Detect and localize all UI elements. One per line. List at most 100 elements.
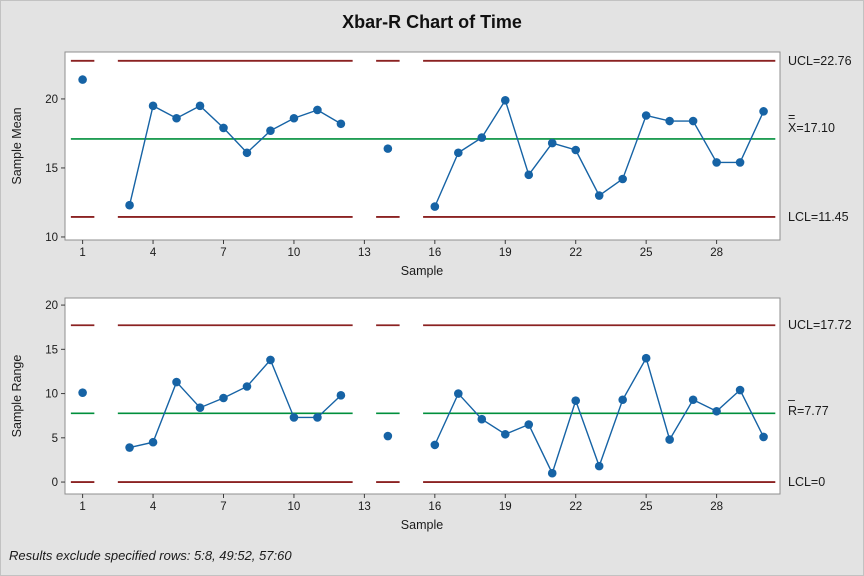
data-point-sample-20[interactable] — [524, 170, 534, 180]
data-point-sample-10[interactable] — [289, 113, 299, 123]
data-point-sample-17[interactable] — [454, 389, 463, 398]
x-tick-label: 10 — [288, 501, 301, 513]
data-point-sample-1[interactable] — [78, 75, 87, 84]
data-point-sample-29[interactable] — [735, 158, 745, 167]
panel-range: 1 4 7 10 13 16 19 22 25 28 0 5 10 15 20 — [45, 297, 781, 513]
x-tick-label: 13 — [358, 501, 371, 513]
data-point-sample-28[interactable] — [712, 158, 721, 167]
data-point-sample-11[interactable] — [313, 413, 322, 422]
data-point-sample-26[interactable] — [665, 435, 674, 444]
data-point-sample-23[interactable] — [594, 191, 604, 200]
chart-title: Xbar-R Chart of Time — [342, 12, 522, 32]
xaxis-title-sample-bottom: Sample — [400, 518, 444, 532]
data-point-sample-5[interactable] — [172, 113, 181, 123]
x-tick-label: 25 — [640, 247, 653, 259]
data-point-sample-18[interactable] — [477, 133, 487, 142]
y-tick-label: 20 — [45, 300, 58, 312]
data-point-sample-12[interactable] — [336, 391, 346, 400]
data-point-sample-7[interactable] — [219, 123, 228, 133]
yaxis-title-sample-mean: Sample Mean — [10, 107, 24, 185]
x-tick-label: 1 — [79, 501, 85, 513]
data-point-sample-6[interactable] — [195, 403, 205, 413]
y-tick-label: 10 — [45, 232, 58, 244]
data-point-sample-1[interactable] — [78, 388, 87, 397]
data-point-sample-19[interactable] — [500, 429, 510, 439]
x-tick-label: 28 — [710, 247, 723, 259]
data-point-sample-12[interactable] — [336, 119, 346, 129]
y-tick-label: 20 — [45, 94, 58, 106]
plot-area — [64, 51, 781, 241]
data-point-sample-23[interactable] — [594, 461, 604, 471]
xaxis-title-sample-top: Sample — [400, 264, 444, 278]
panel-xbar: 1 4 7 10 13 16 19 22 25 28 10 15 20 — [45, 51, 781, 259]
x-tick-label: 19 — [499, 247, 512, 259]
data-point-sample-5[interactable] — [172, 377, 181, 387]
center-label-xbar: = X=17.10 — [788, 110, 835, 135]
series-line — [129, 358, 342, 449]
x-tick-label: 22 — [569, 247, 582, 259]
data-point-sample-17[interactable] — [454, 148, 463, 158]
x-tick-label: 4 — [150, 247, 157, 259]
y-tick-label: 5 — [52, 433, 58, 445]
data-point-sample-26[interactable] — [665, 116, 674, 126]
center-label-range: – R=7.77 — [788, 393, 829, 418]
data-point-sample-7[interactable] — [219, 393, 228, 403]
data-point-sample-20[interactable] — [524, 420, 534, 429]
x-tick-label: 7 — [220, 247, 226, 259]
data-point-sample-24[interactable] — [618, 395, 627, 405]
data-point-sample-14[interactable] — [383, 144, 393, 153]
data-point-sample-21[interactable] — [547, 138, 557, 148]
x-tick-label: 22 — [569, 501, 582, 513]
data-point-sample-8[interactable] — [242, 382, 252, 391]
data-point-sample-4[interactable] — [148, 101, 158, 111]
yaxis-title-sample-range: Sample Range — [10, 354, 24, 438]
ucl-label-xbar: UCL=22.76 — [788, 54, 852, 68]
y-tick-label: 10 — [45, 389, 58, 401]
x-tick-label: 13 — [358, 247, 371, 259]
data-point-sample-9[interactable] — [266, 126, 275, 135]
center-value-xbar: X=17.10 — [788, 121, 835, 135]
data-point-sample-11[interactable] — [313, 105, 322, 115]
data-point-sample-19[interactable] — [500, 96, 510, 105]
data-point-sample-30[interactable] — [759, 432, 768, 442]
data-point-sample-6[interactable] — [195, 101, 205, 111]
data-point-sample-3[interactable] — [125, 200, 134, 210]
plot-area — [64, 297, 781, 495]
data-point-sample-22[interactable] — [571, 145, 581, 155]
x-tick-label: 16 — [428, 247, 441, 259]
data-point-sample-30[interactable] — [759, 107, 768, 116]
data-point-sample-28[interactable] — [712, 406, 721, 416]
data-point-sample-25[interactable] — [641, 111, 651, 120]
exclusion-note: Results exclude specified rows: 5:8, 49:… — [9, 548, 292, 563]
data-point-sample-24[interactable] — [618, 174, 627, 184]
double-bar-glyph: = — [788, 110, 796, 124]
data-point-sample-9[interactable] — [266, 355, 275, 365]
data-point-sample-29[interactable] — [735, 385, 745, 395]
ucl-label-range: UCL=17.72 — [788, 318, 852, 332]
data-point-sample-3[interactable] — [125, 443, 134, 452]
data-point-sample-22[interactable] — [571, 396, 581, 405]
data-point-sample-10[interactable] — [289, 413, 299, 422]
x-tick-label: 10 — [288, 247, 301, 259]
x-tick-label: 16 — [428, 501, 441, 513]
data-point-sample-27[interactable] — [688, 395, 698, 405]
x-tick-label: 25 — [640, 501, 653, 513]
data-point-sample-14[interactable] — [383, 431, 393, 441]
data-point-sample-8[interactable] — [242, 148, 252, 158]
x-tick-label: 4 — [150, 501, 157, 513]
data-point-sample-16[interactable] — [430, 202, 440, 211]
data-point-sample-4[interactable] — [148, 437, 158, 447]
data-point-sample-25[interactable] — [641, 353, 651, 363]
data-point-sample-27[interactable] — [688, 116, 698, 126]
y-tick-label: 0 — [52, 477, 58, 489]
data-point-sample-21[interactable] — [547, 468, 557, 478]
data-point-sample-18[interactable] — [477, 414, 487, 424]
x-tick-label: 28 — [710, 501, 723, 513]
x-tick-label: 19 — [499, 501, 512, 513]
data-point-sample-16[interactable] — [430, 440, 440, 450]
single-bar-glyph: – — [788, 393, 795, 407]
y-tick-label: 15 — [45, 163, 58, 175]
y-tick-label: 15 — [45, 344, 58, 356]
